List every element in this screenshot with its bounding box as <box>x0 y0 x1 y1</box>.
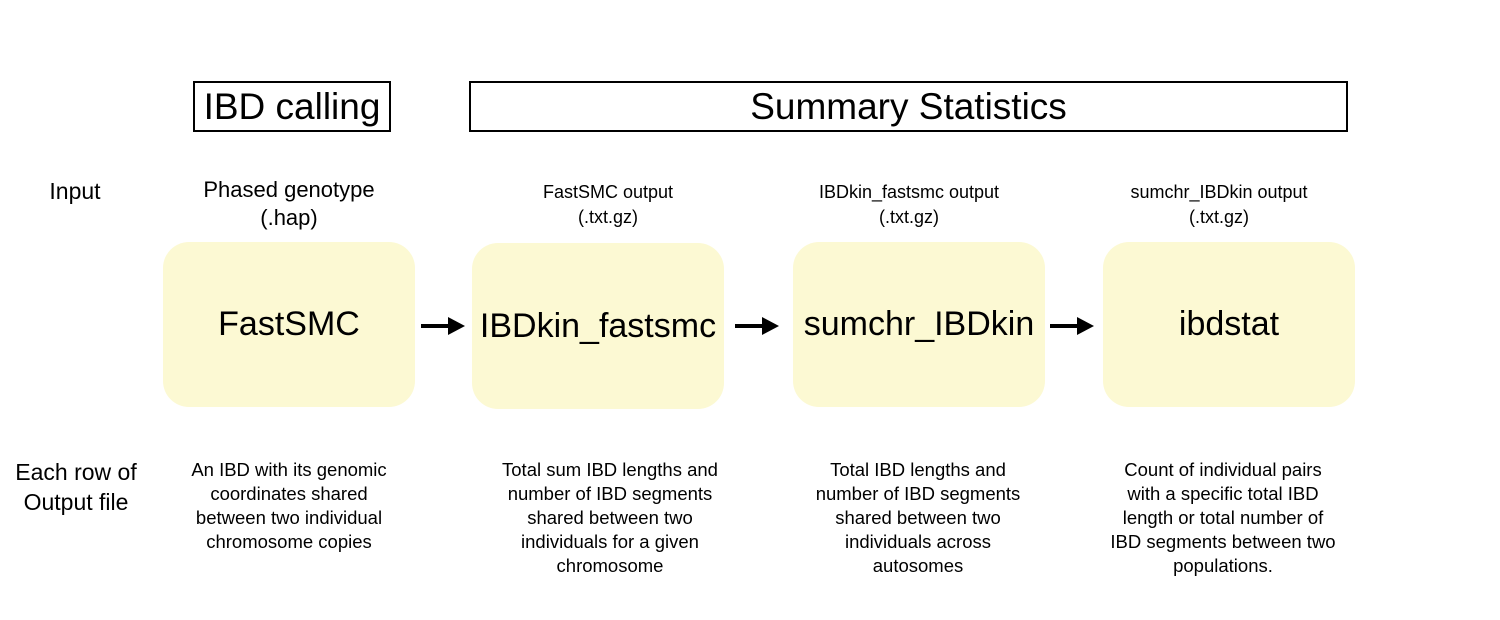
description-line: with a specific total IBD <box>1127 483 1319 504</box>
tool-box-ibdkin-fastsmc: IBDkin_fastsmc <box>472 243 724 409</box>
description-line: IBD segments between two <box>1110 531 1336 552</box>
description-line: shared between two <box>527 507 693 528</box>
output-description-fastsmc: An IBD with its genomic coordinates shar… <box>163 458 415 554</box>
description-line: Total sum IBD lengths and <box>502 459 718 480</box>
summary-statistics-header: Summary Statistics <box>469 81 1348 132</box>
input-label-line1: sumchr_IBDkin output <box>1130 182 1308 202</box>
right-arrow-icon <box>735 317 779 335</box>
description-line: length or total number of <box>1122 507 1324 528</box>
description-line: shared between two <box>835 507 1001 528</box>
input-label-line2: (.txt.gz) <box>878 207 939 227</box>
description-line: An IBD with its genomic <box>191 459 387 480</box>
output-row-label: Each row of Output file <box>0 457 152 517</box>
input-label-line2: (.hap) <box>260 205 318 230</box>
description-line: chromosome <box>556 555 664 576</box>
ibd-calling-header: IBD calling <box>193 81 391 132</box>
description-line: populations. <box>1173 555 1273 576</box>
right-arrow-icon <box>421 317 465 335</box>
description-line: coordinates shared <box>210 483 368 504</box>
description-line: Count of individual pairs <box>1124 459 1322 480</box>
right-arrow-icon <box>1050 317 1094 335</box>
input-label-ibdstat: sumchr_IBDkin output (.txt.gz) <box>1103 180 1335 230</box>
tool-box-ibdstat: ibdstat <box>1103 242 1355 407</box>
description-line: individuals for a given <box>521 531 699 552</box>
description-line: between two individual <box>195 507 383 528</box>
description-line: Total IBD lengths and <box>830 459 1006 480</box>
output-description-ibdstat: Count of individual pairs with a specifi… <box>1088 458 1358 578</box>
input-label-sumchr-ibdkin: IBDkin_fastsmc output (.txt.gz) <box>793 180 1025 230</box>
output-row-label-line2: Output file <box>23 489 129 515</box>
output-row-label-line1: Each row of <box>15 459 137 485</box>
output-description-sumchr-ibdkin: Total IBD lengths and number of IBD segm… <box>773 458 1063 578</box>
description-line: number of IBD segments <box>815 483 1021 504</box>
input-label-line1: FastSMC output <box>542 182 674 202</box>
input-label-line1: Phased genotype <box>203 177 375 202</box>
tool-box-fastsmc: FastSMC <box>163 242 415 407</box>
input-label-line2: (.txt.gz) <box>577 207 638 227</box>
tool-box-sumchr-ibdkin: sumchr_IBDkin <box>793 242 1045 407</box>
input-label-line2: (.txt.gz) <box>1188 207 1249 227</box>
description-line: chromosome copies <box>206 531 372 552</box>
description-line: individuals across <box>844 531 991 552</box>
description-line: number of IBD segments <box>507 483 713 504</box>
input-row-label: Input <box>49 178 101 204</box>
input-label-line1: IBDkin_fastsmc output <box>818 182 1000 202</box>
description-line: autosomes <box>872 555 964 576</box>
input-label-fastsmc: Phased genotype (.hap) <box>163 176 415 232</box>
input-label-ibdkin-fastsmc: FastSMC output (.txt.gz) <box>463 180 753 230</box>
output-description-ibdkin-fastsmc: Total sum IBD lengths and number of IBD … <box>470 458 750 578</box>
